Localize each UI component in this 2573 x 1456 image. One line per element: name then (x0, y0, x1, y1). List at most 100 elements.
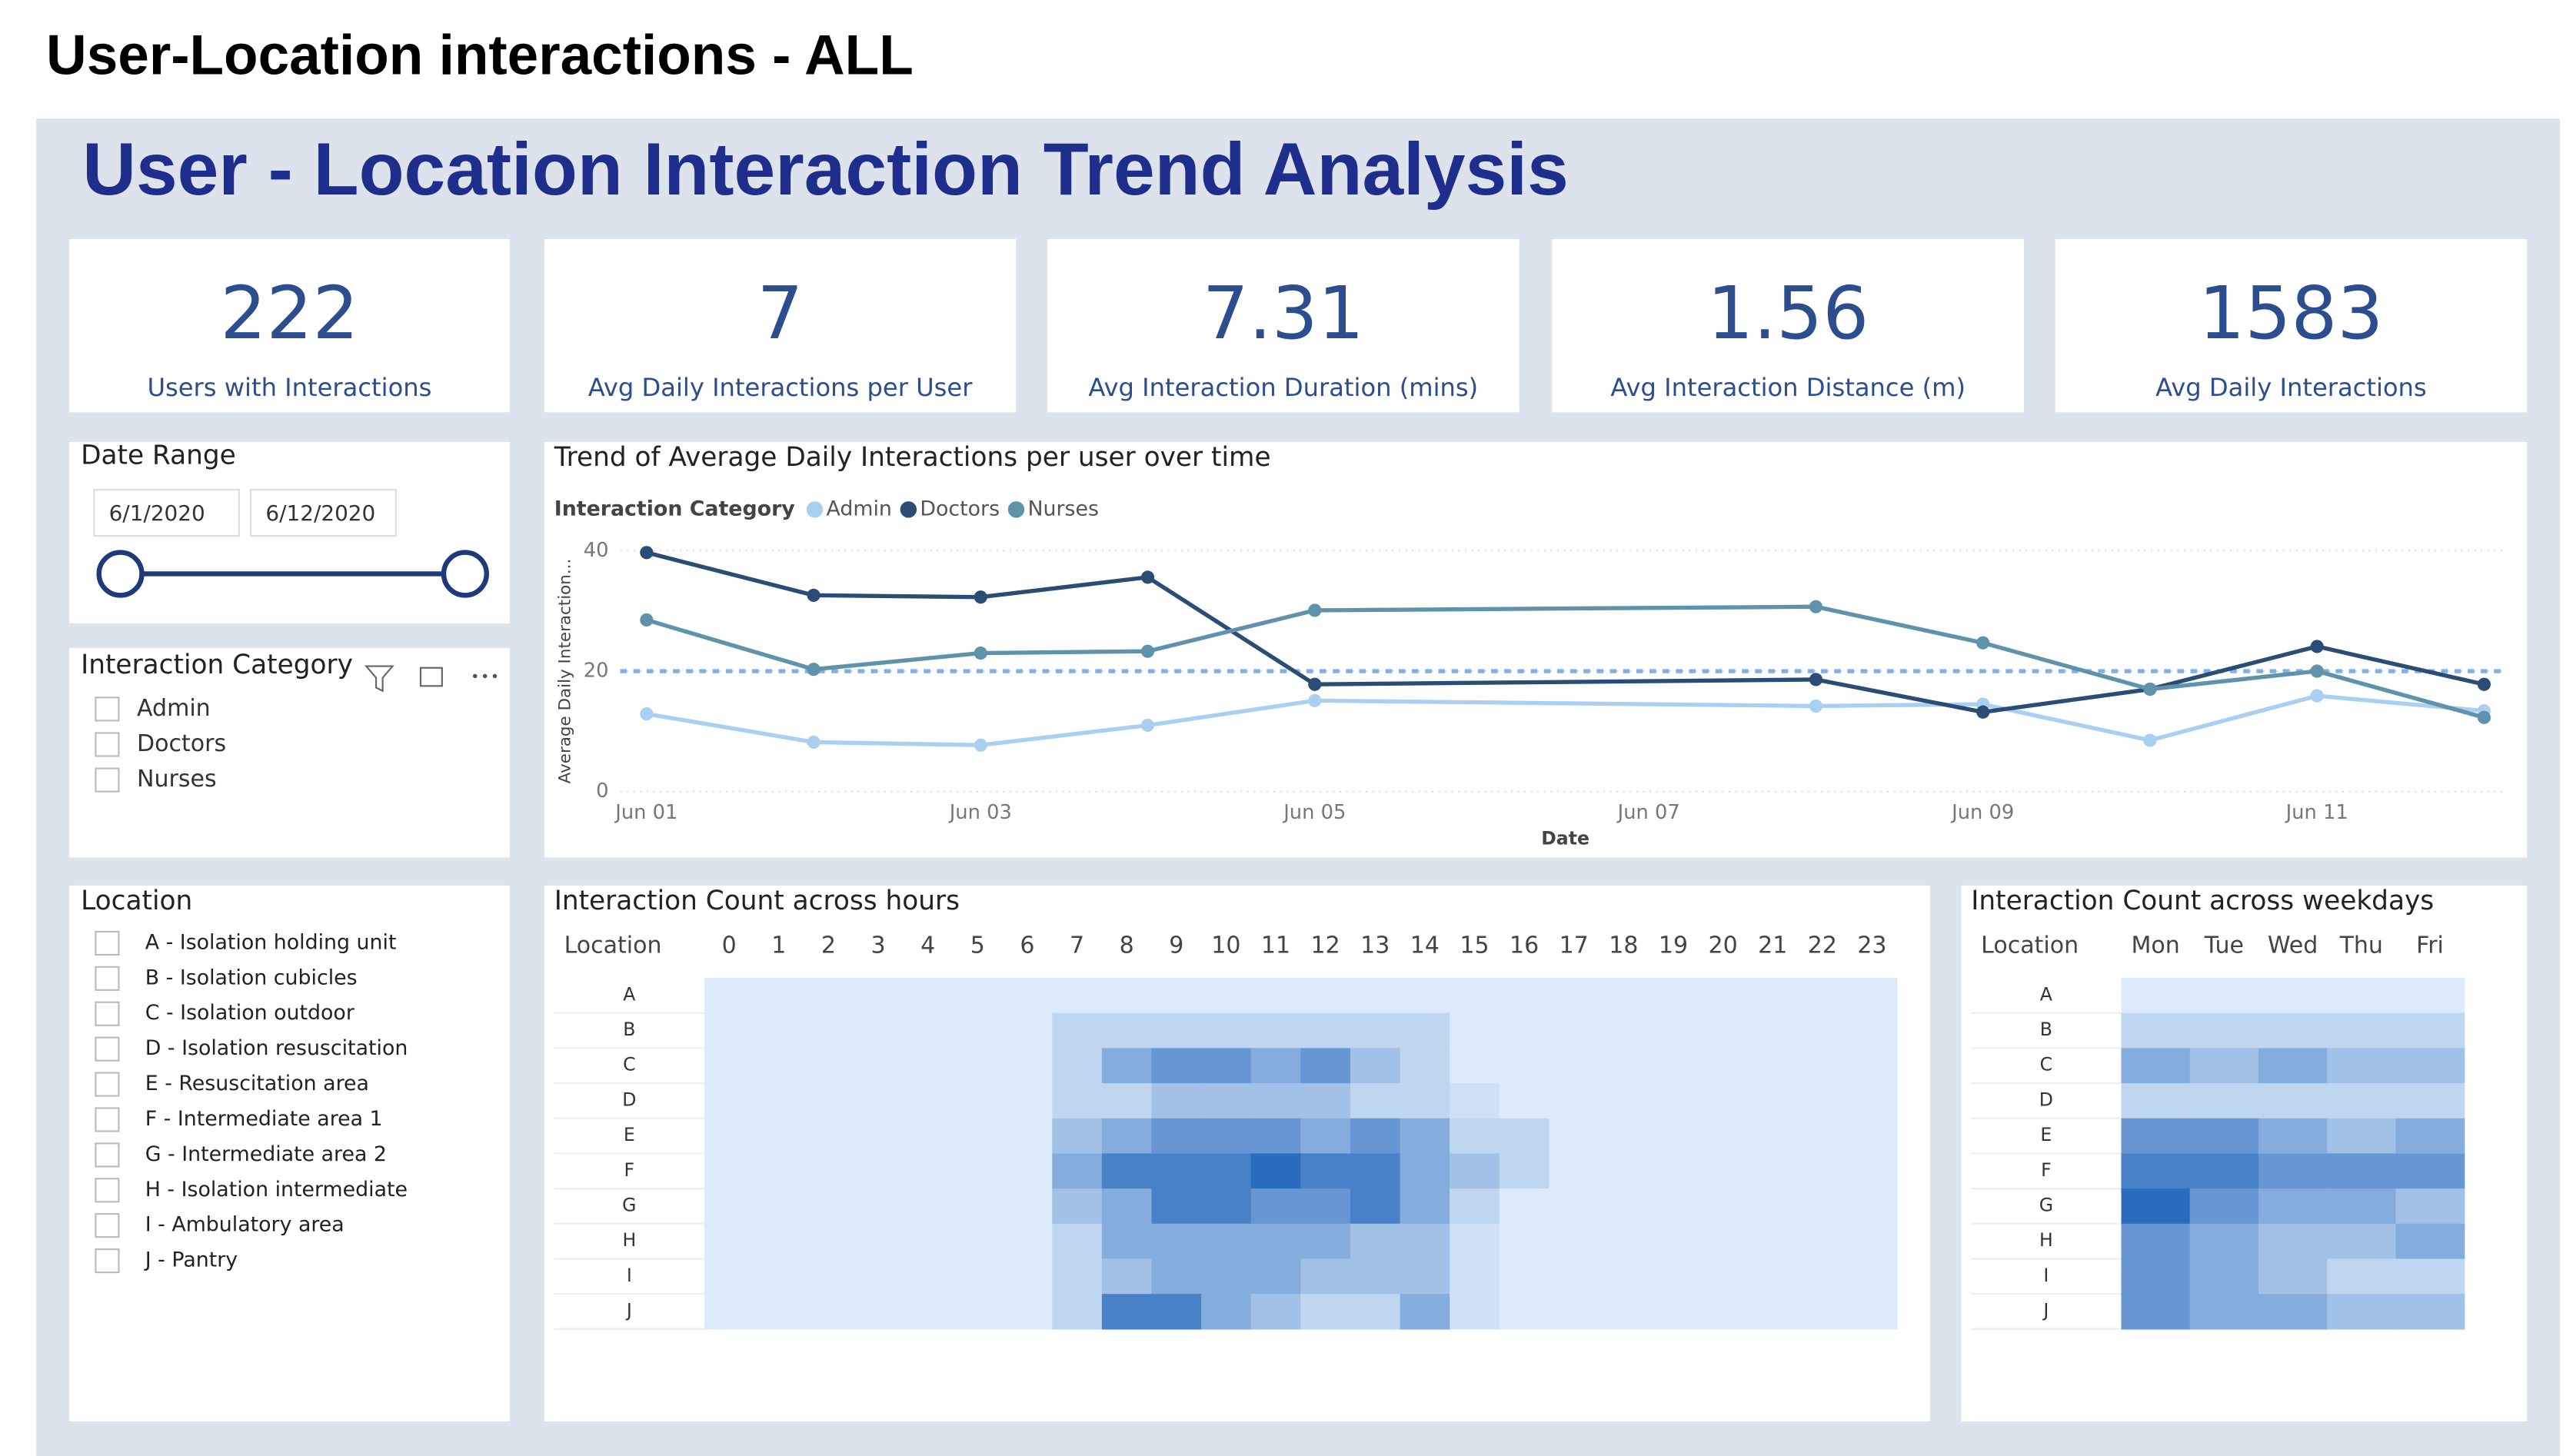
heat-cell (1847, 1153, 1898, 1189)
row-label: A (623, 983, 635, 1005)
heat-cell (2327, 977, 2397, 1014)
checkbox[interactable] (95, 696, 120, 722)
chart-title: Trend of Average Daily Interactions per … (554, 442, 1271, 473)
heat-cell (1052, 1188, 1103, 1225)
heat-cell (1350, 1118, 1401, 1155)
column-label: 9 (1169, 932, 1183, 959)
heat-cell (1499, 1048, 1550, 1084)
x-tick-label: Jun 01 (614, 801, 677, 824)
heat-cell (1648, 1048, 1699, 1084)
date-start-box[interactable] (93, 488, 241, 537)
heat-cell (1151, 1083, 1202, 1119)
heat-cell (2258, 1258, 2328, 1295)
column-label: 8 (1120, 932, 1134, 959)
legend-title: Interaction Category (554, 497, 795, 520)
column-label: 12 (1311, 932, 1340, 959)
column-label: Tue (2204, 932, 2244, 959)
checkbox[interactable] (95, 1142, 120, 1168)
heat-cell (1400, 1012, 1450, 1049)
heat-cell (1549, 1188, 1599, 1225)
checkbox[interactable] (95, 966, 120, 991)
row-label: J (2042, 1300, 2049, 1321)
checkbox[interactable] (95, 1036, 120, 1062)
card (544, 441, 2528, 858)
heat-cell (1052, 1258, 1103, 1295)
heat-cell (2258, 977, 2328, 1014)
checkbox[interactable] (95, 767, 120, 793)
row-label: I (627, 1265, 632, 1286)
column-label: 6 (1020, 932, 1034, 959)
heat-cell (903, 977, 954, 1014)
heat-cell (1698, 1153, 1749, 1189)
heat-cell (903, 1012, 954, 1049)
x-tick-label: Jun 11 (2285, 801, 2348, 824)
heat-cell (1499, 1258, 1550, 1295)
slider-handle-start[interactable] (96, 550, 145, 598)
column-label: 20 (1708, 932, 1737, 959)
checkbox[interactable] (95, 1213, 120, 1238)
row-label: E (2040, 1124, 2052, 1145)
heat-cell (1002, 1188, 1053, 1225)
kpi-value: 7.31 (1203, 271, 1364, 356)
heat-cell (1698, 1012, 1749, 1049)
heat-cell (1300, 1012, 1351, 1049)
heat-cell (1052, 1294, 1103, 1330)
page-title: User-Location interactions - ALL (46, 24, 914, 86)
heat-cell (903, 1258, 954, 1295)
checkbox[interactable] (95, 732, 120, 757)
checkbox[interactable] (95, 1107, 120, 1132)
column-label: 3 (871, 932, 886, 959)
heat-cell (1797, 1083, 1848, 1119)
date-end-box[interactable] (249, 488, 397, 537)
heat-cell (903, 1083, 954, 1119)
heat-cell (1450, 1153, 1500, 1189)
column-label: 16 (1510, 932, 1539, 959)
heat-cell (1648, 1258, 1699, 1295)
checkbox[interactable] (95, 1248, 120, 1274)
heat-cell (1400, 1083, 1450, 1119)
row-label: G (622, 1194, 636, 1215)
data-point (640, 546, 654, 560)
heat-cell (804, 1223, 854, 1260)
data-point (2477, 677, 2491, 691)
heat-cell (1648, 1223, 1699, 1260)
column-label: 19 (1659, 932, 1688, 959)
heat-cell (1549, 1223, 1599, 1260)
series-line (646, 604, 2485, 720)
column-label: 14 (1410, 932, 1440, 959)
heat-cell (1101, 1153, 1153, 1189)
checkbox-label: A - Isolation holding unit (145, 930, 397, 954)
series-line (646, 693, 2485, 747)
heat-cell (1499, 1012, 1550, 1049)
heat-cell (903, 1153, 954, 1189)
heat-cell (953, 1294, 1004, 1330)
heat-cell (1201, 1223, 1252, 1260)
heat-cell (804, 1153, 854, 1189)
heat-cell (754, 1223, 804, 1260)
data-point (2310, 640, 2324, 653)
heat-cell (1250, 1294, 1301, 1330)
heat-cell (2189, 1258, 2259, 1295)
slider-handle-end[interactable] (441, 550, 489, 598)
heat-cell (754, 1012, 804, 1049)
checkbox[interactable] (95, 930, 120, 956)
checkbox[interactable] (95, 1178, 120, 1203)
heat-cell (1549, 1258, 1599, 1295)
heat-cell (704, 1083, 755, 1119)
heat-cell (1648, 977, 1699, 1014)
more-icon-dot (482, 673, 488, 679)
heat-cell (953, 1083, 1004, 1119)
heat-cell (1599, 1083, 1649, 1119)
heat-cell (1499, 1153, 1550, 1189)
column-label: 0 (722, 932, 737, 959)
more-icon-dot (472, 673, 478, 679)
checkbox[interactable] (95, 1001, 120, 1026)
heat-cell (2189, 1012, 2259, 1049)
checkbox-label: F - Intermediate area 1 (145, 1107, 383, 1131)
heat-cell (1201, 1118, 1252, 1155)
heat-cell (1797, 977, 1848, 1014)
heat-cell (1747, 977, 1799, 1014)
column-label: Wed (2268, 932, 2318, 959)
checkbox[interactable] (95, 1072, 120, 1097)
heat-cell (704, 1188, 755, 1225)
